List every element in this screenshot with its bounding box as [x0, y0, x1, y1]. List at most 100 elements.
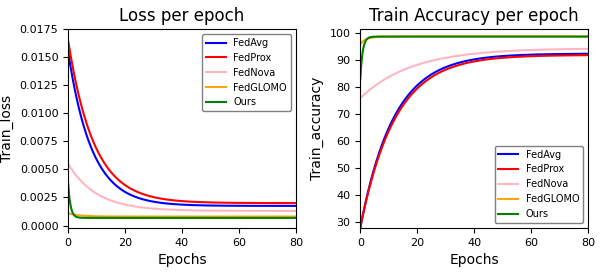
FedGLOMO — [356, 42, 364, 46]
Ours — [66, 199, 73, 203]
FedNova — [356, 96, 364, 100]
FedAvg — [358, 221, 365, 224]
Ours — [292, 216, 299, 219]
Line: Ours: Ours — [360, 36, 588, 79]
Title: Loss per epoch: Loss per epoch — [119, 7, 244, 25]
FedGLOMO — [358, 41, 365, 45]
Title: Train Accuracy per epoch: Train Accuracy per epoch — [369, 7, 579, 25]
FedProx — [447, 66, 454, 69]
FedAvg — [358, 217, 365, 221]
FedGLOMO — [585, 35, 592, 38]
Ours — [157, 216, 164, 219]
FedAvg — [360, 208, 367, 212]
FedNova — [68, 168, 75, 171]
Line: FedGLOMO: FedGLOMO — [360, 36, 588, 44]
FedProx — [360, 209, 367, 212]
Line: FedProx: FedProx — [68, 41, 296, 203]
FedNova — [155, 207, 162, 211]
FedNova — [358, 95, 365, 98]
FedNova — [292, 209, 299, 213]
Ours — [499, 35, 506, 38]
FedNova — [498, 50, 506, 53]
FedNova — [66, 164, 73, 167]
X-axis label: Epochs: Epochs — [449, 253, 499, 267]
FedGLOMO — [68, 212, 75, 216]
Ours — [292, 216, 299, 219]
FedNova — [360, 93, 367, 96]
Ours — [360, 44, 367, 47]
FedGLOMO — [498, 35, 506, 38]
Line: FedNova: FedNova — [68, 164, 296, 211]
Line: FedNova: FedNova — [360, 49, 588, 98]
FedProx — [66, 45, 73, 48]
FedProx — [356, 226, 364, 229]
FedProx — [291, 201, 299, 205]
Ours — [68, 209, 75, 212]
FedGLOMO — [447, 35, 454, 38]
Legend: FedAvg, FedProx, FedNova, FedGLOMO, Ours: FedAvg, FedProx, FedNova, FedGLOMO, Ours — [202, 34, 291, 111]
FedAvg — [64, 50, 72, 53]
FedNova — [358, 96, 365, 99]
FedNova — [206, 209, 214, 212]
FedGLOMO — [548, 35, 556, 38]
FedGLOMO — [206, 215, 214, 218]
FedAvg — [292, 204, 299, 207]
Line: FedProx: FedProx — [360, 55, 588, 228]
FedGLOMO — [584, 35, 591, 38]
Ours — [358, 63, 365, 66]
FedNova — [64, 162, 72, 165]
Y-axis label: Train_accuracy: Train_accuracy — [310, 77, 324, 180]
FedProx — [358, 221, 365, 224]
Y-axis label: Train_loss: Train_loss — [0, 95, 14, 162]
Ours — [207, 216, 214, 219]
FedAvg — [356, 226, 364, 229]
FedProx — [66, 49, 73, 53]
FedGLOMO — [66, 212, 73, 215]
Line: FedAvg: FedAvg — [360, 54, 588, 228]
FedProx — [498, 56, 506, 59]
FedProx — [585, 53, 592, 57]
FedAvg — [498, 55, 506, 58]
Ours — [155, 216, 162, 219]
FedAvg — [206, 204, 214, 207]
FedAvg — [68, 72, 75, 75]
FedGLOMO — [358, 41, 365, 44]
FedProx — [583, 53, 591, 57]
FedAvg — [291, 204, 299, 207]
Ours — [441, 35, 448, 38]
FedProx — [292, 201, 299, 205]
FedGLOMO — [155, 215, 162, 218]
FedProx — [64, 39, 72, 42]
Ours — [356, 78, 364, 81]
X-axis label: Epochs: Epochs — [157, 253, 207, 267]
FedGLOMO — [291, 215, 299, 218]
FedAvg — [585, 52, 592, 55]
FedGLOMO — [64, 212, 72, 215]
FedNova — [585, 47, 592, 50]
FedAvg — [66, 61, 73, 64]
Ours — [447, 35, 455, 38]
Ours — [584, 35, 591, 38]
FedNova — [66, 165, 73, 168]
FedNova — [291, 209, 299, 213]
FedProx — [68, 60, 75, 64]
FedNova — [583, 47, 591, 50]
Legend: FedAvg, FedProx, FedNova, FedGLOMO, Ours: FedAvg, FedProx, FedNova, FedGLOMO, Ours — [494, 146, 583, 223]
FedGLOMO — [360, 39, 367, 42]
FedAvg — [583, 52, 591, 55]
Ours — [585, 35, 592, 38]
FedGLOMO — [66, 212, 73, 215]
FedNova — [447, 55, 454, 59]
FedAvg — [155, 201, 162, 204]
FedProx — [155, 196, 162, 200]
Ours — [358, 55, 365, 59]
Line: FedAvg: FedAvg — [68, 52, 296, 206]
FedAvg — [447, 64, 454, 67]
FedAvg — [66, 56, 73, 60]
FedProx — [206, 201, 214, 204]
Ours — [66, 193, 73, 197]
FedGLOMO — [292, 215, 299, 218]
Line: FedGLOMO: FedGLOMO — [68, 213, 296, 216]
FedProx — [358, 218, 365, 221]
Line: Ours: Ours — [68, 183, 296, 218]
